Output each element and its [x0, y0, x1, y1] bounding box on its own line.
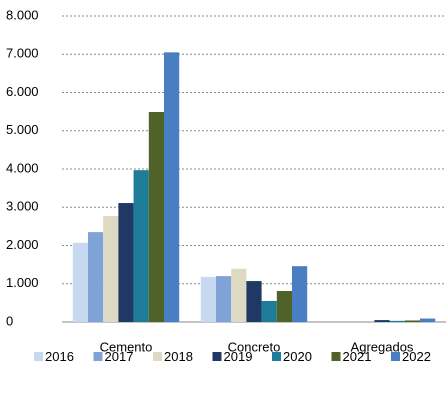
y-tick-label: 3.000 [6, 199, 39, 214]
legend-swatch [93, 352, 103, 361]
y-tick-label: 6.000 [6, 84, 39, 99]
legend-swatch [212, 352, 222, 361]
y-tick-label: 2.000 [6, 237, 39, 252]
bar [231, 268, 247, 322]
y-tick-label: 4.000 [6, 160, 39, 175]
bar [200, 276, 216, 322]
x-tick-label: Agregados [351, 339, 414, 354]
x-tick-label: Cemento [100, 339, 153, 354]
bar [148, 112, 164, 322]
y-tick-label: 5.000 [6, 122, 39, 137]
bar [292, 266, 308, 322]
bar [118, 203, 134, 322]
y-tick-label: 0 [6, 313, 13, 328]
x-tick-label: Concreto [228, 339, 281, 354]
bar [276, 291, 292, 322]
bar [133, 170, 149, 322]
y-tick-label: 7.000 [6, 46, 39, 61]
bar [72, 242, 88, 322]
bar [420, 318, 436, 322]
bar [164, 52, 180, 323]
legend-swatch [272, 352, 281, 361]
bar [216, 276, 232, 322]
legend-label: 2019 [224, 349, 253, 364]
legend-swatch [34, 352, 43, 361]
bar [246, 281, 262, 322]
legend-label: 2020 [283, 349, 312, 364]
bar [88, 232, 104, 322]
legend-label: 2022 [402, 349, 431, 364]
legend-swatch [153, 352, 162, 361]
legend-label: 2017 [105, 349, 134, 364]
bar [261, 300, 277, 322]
bar [404, 320, 420, 322]
bar [374, 320, 390, 322]
legend-swatch [391, 352, 400, 361]
legend-swatch [331, 352, 341, 361]
legend-label: 2021 [343, 349, 372, 364]
bar [389, 320, 405, 322]
bar [103, 216, 119, 322]
legend-label: 2016 [45, 349, 74, 364]
y-tick-label: 8.000 [6, 7, 39, 22]
legend-label: 2018 [164, 349, 193, 364]
y-tick-label: 1.000 [6, 275, 39, 290]
